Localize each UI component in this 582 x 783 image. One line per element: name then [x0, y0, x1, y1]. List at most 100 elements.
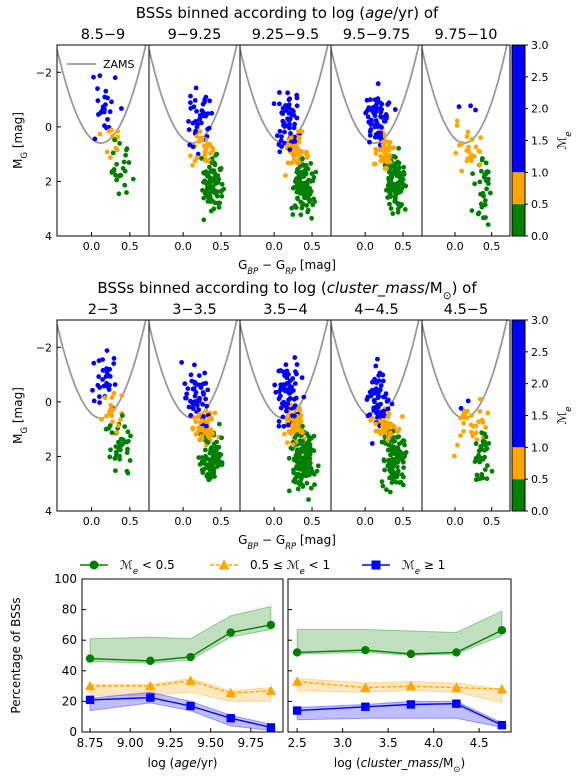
marker-mid	[405, 680, 417, 691]
bss-point-mid	[191, 415, 197, 420]
bss-point-low	[482, 431, 487, 437]
bss-point-mid	[396, 426, 402, 432]
bss-point-low	[395, 206, 401, 212]
legend-label: ℳe ≥ 1	[402, 558, 445, 576]
y-tick-label: 60	[62, 633, 77, 647]
bss-point-low	[114, 452, 119, 458]
bss-point-mid	[459, 168, 465, 174]
bss-point-high	[288, 390, 293, 395]
bss-point-low	[313, 169, 319, 175]
bss-point-mid	[110, 407, 116, 412]
x-tick-label: 0.5	[121, 240, 139, 253]
text-part: G	[20, 152, 30, 159]
bss-point-low	[301, 168, 307, 174]
bss-point-low	[201, 217, 207, 223]
bss-point-low	[121, 159, 127, 165]
bss-point-high	[107, 109, 113, 115]
text-part: [mag]	[11, 112, 25, 152]
bss-point-high	[197, 113, 203, 118]
bss-point-low	[305, 209, 311, 215]
bss-point-high	[186, 119, 191, 124]
bss-point-high	[105, 117, 110, 122]
bss-point-mid	[187, 153, 193, 159]
bss-point-mid	[298, 419, 304, 424]
bss-point-mid	[190, 162, 195, 168]
bss-point-high	[276, 423, 282, 429]
bss-point-high	[375, 134, 381, 140]
marker-high	[266, 723, 276, 732]
y-axis-label: MG [mag]	[11, 112, 30, 169]
text-part: age	[174, 756, 196, 770]
y-tick-label: 0	[45, 396, 52, 409]
bss-point-high	[100, 377, 105, 382]
bss-point-high	[456, 104, 462, 110]
bss-point-mid	[304, 149, 309, 155]
bss-point-mid	[468, 422, 474, 428]
bss-point-mid	[285, 440, 290, 445]
bss-point-high	[104, 366, 109, 372]
bss-point-high	[280, 105, 286, 111]
marker-mid	[225, 687, 236, 698]
bss-point-low	[481, 440, 486, 446]
bss-point-mid	[109, 413, 115, 419]
text-part: age	[365, 4, 393, 22]
bss-point-high	[193, 85, 199, 91]
panel-content	[149, 320, 238, 483]
bss-point-mid	[485, 410, 491, 416]
bss-point-low	[113, 444, 119, 449]
y-tick-label: 2	[45, 175, 52, 188]
marker-mid	[265, 685, 277, 695]
bss-point-low	[394, 464, 400, 470]
panel-title: 9.75−10	[435, 27, 498, 43]
bss-point-low	[307, 199, 312, 204]
bss-point-high	[90, 387, 95, 393]
zams-curve	[57, 45, 147, 145]
bss-point-low	[291, 470, 296, 476]
bss-point-high	[366, 105, 372, 111]
bss-point-high	[95, 382, 101, 388]
bss-point-low	[208, 199, 214, 204]
bss-point-mid	[116, 423, 121, 429]
colorbar-tick-label: 0.0	[531, 230, 549, 243]
bss-point-mid	[483, 425, 489, 430]
panel-title: 3.5−4	[263, 302, 307, 318]
bss-point-mid	[379, 154, 385, 160]
bss-point-high	[95, 98, 101, 104]
bss-point-low	[389, 459, 395, 465]
bss-point-low	[300, 156, 305, 162]
bss-point-mid	[196, 414, 201, 419]
colorbar-tick-label: 0.0	[531, 505, 549, 518]
panel-frame	[56, 319, 150, 512]
panel-title: 9−9.25	[168, 27, 222, 43]
y-tick-label: 0	[69, 725, 77, 739]
bss-point-low	[401, 474, 406, 480]
bss-point-high	[364, 97, 370, 103]
bss-point-mid	[460, 413, 466, 418]
x-tick-label: 4.5	[470, 736, 489, 750]
bss-point-mid	[458, 433, 463, 438]
bss-point-mid	[384, 159, 390, 165]
bss-point-low	[286, 488, 292, 494]
bss-point-low	[113, 172, 118, 178]
bss-point-low	[390, 187, 396, 193]
bss-point-low	[482, 172, 488, 178]
bss-point-high	[193, 128, 199, 134]
bss-point-low	[309, 215, 314, 221]
bss-point-low	[127, 458, 133, 463]
bss-point-mid	[199, 137, 205, 143]
bss-point-high	[209, 110, 215, 116]
bss-point-low	[301, 469, 307, 475]
bss-point-high	[194, 402, 200, 408]
bss-point-mid	[385, 414, 391, 420]
bss-point-mid	[196, 425, 202, 431]
bss-point-low	[301, 459, 306, 465]
text-part: M	[11, 159, 25, 169]
bss-point-low	[201, 195, 207, 201]
marker-high	[371, 560, 381, 570]
bss-point-low	[477, 459, 483, 465]
bss-point-mid	[477, 408, 483, 414]
bss-point-high	[287, 116, 293, 122]
text-part: e	[415, 566, 420, 576]
bss-point-high	[280, 414, 286, 420]
bss-point-low	[196, 455, 202, 460]
